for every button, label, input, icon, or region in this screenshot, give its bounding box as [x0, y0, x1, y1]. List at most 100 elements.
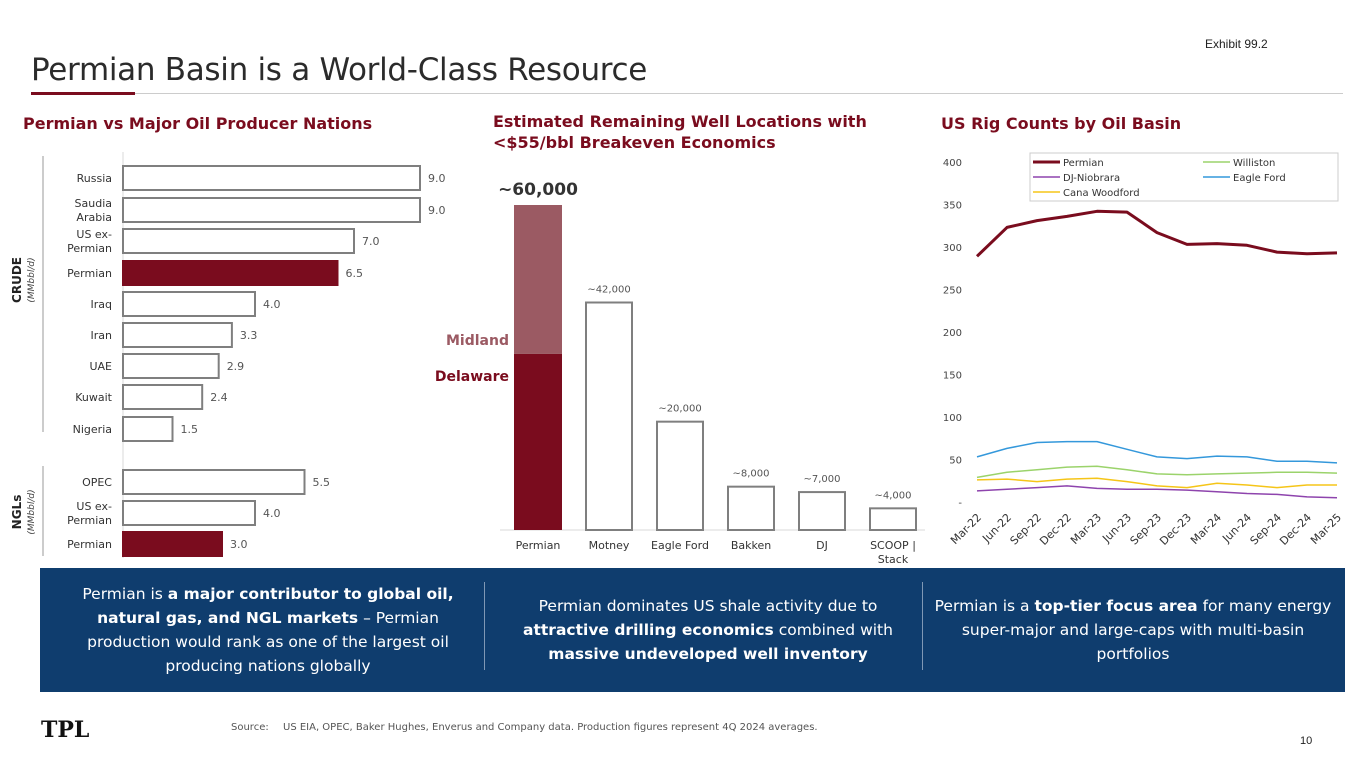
bar-segment-delaware [514, 353, 562, 530]
banner-text: Permian dominates US shale activity due … [538, 597, 878, 615]
series-line [976, 440, 1338, 464]
data-label: 7.0 [362, 235, 380, 248]
bar [122, 197, 421, 223]
bar [585, 301, 633, 531]
banner-emphasis: top-tier focus area [1034, 597, 1198, 615]
series-line [975, 209, 1338, 258]
bar [122, 291, 256, 317]
y-tick-label: 50 [949, 456, 962, 467]
bar [656, 420, 704, 532]
data-label: 9.0 [428, 204, 446, 217]
legend-label: Permian [1063, 158, 1104, 169]
legend-label: DJ-Niobrara [1063, 173, 1120, 184]
category-label: Iraq [91, 298, 113, 311]
bar [122, 469, 306, 495]
category-label: Stack [878, 553, 909, 566]
x-tick-label: Mar-22 [948, 511, 984, 547]
series-line [976, 465, 1338, 479]
y-tick-label: - [958, 498, 962, 509]
y-tick-label: 250 [943, 286, 962, 297]
x-tick-label: Mar-25 [1308, 511, 1344, 547]
data-label: 2.9 [227, 360, 245, 373]
rigs-section-title: US Rig Counts by Oil Basin [941, 114, 1182, 133]
data-label: ~20,000 [658, 404, 701, 415]
bar [122, 353, 220, 379]
banner-text: Permian is a [934, 597, 1035, 615]
data-label: 4.0 [263, 507, 281, 520]
bar [122, 228, 355, 254]
category-label: Permian [516, 539, 561, 552]
x-tick-label: Sep-22 [1008, 511, 1045, 548]
bar [122, 531, 223, 557]
data-label: ~42,000 [587, 285, 630, 296]
title-divider [31, 93, 1343, 94]
category-label: Permian [67, 538, 112, 551]
title-accent-bar [31, 92, 135, 95]
legend: Permian Williston DJ-Niobrara Eagle Ford Can… [1029, 152, 1339, 202]
group-unit: (MMbbl/d) [27, 257, 37, 302]
category-label: Russia [77, 172, 112, 185]
summary-banner: Permian is a major contributor to global… [40, 568, 1345, 692]
category-label: Permian [67, 267, 112, 280]
y-tick-label: 150 [943, 371, 962, 382]
category-label: UAE [89, 360, 112, 373]
wells-section-title: Estimated Remaining Well Locations with … [493, 112, 867, 152]
data-label: 3.0 [230, 538, 248, 551]
summary-global-markets: Permian is a major contributor to global… [58, 582, 478, 678]
legend-label: Cana Woodford [1063, 188, 1140, 199]
banner-text: combined with [773, 621, 893, 639]
y-tick-label: 400 [943, 158, 962, 169]
data-label: 5.5 [313, 476, 331, 489]
banner-divider [484, 582, 485, 670]
category-label: DJ [816, 539, 828, 552]
bar-segment-midland [514, 205, 562, 354]
data-label: ~7,000 [803, 474, 840, 485]
tpl-logo: TPL [41, 717, 90, 743]
bar [798, 491, 846, 532]
category-label: Nigeria [73, 423, 112, 436]
x-tick-label: Dec-22 [1037, 511, 1074, 548]
y-tick-label: 200 [943, 328, 962, 339]
data-label: 3.3 [240, 329, 258, 342]
category-label: Eagle Ford [651, 539, 709, 552]
data-label: 9.0 [428, 172, 446, 185]
category-label: Saudia [75, 197, 112, 210]
summary-shale-activity: Permian dominates US shale activity due … [498, 582, 918, 678]
category-label: Kuwait [75, 391, 112, 404]
x-tick-label: Dec-24 [1277, 511, 1314, 548]
exhibit-label: Exhibit 99.2 [1205, 37, 1268, 51]
banner-divider [922, 582, 923, 670]
y-tick-label: 300 [943, 243, 962, 254]
y-tick-label: 350 [943, 201, 962, 212]
legend-label: Williston [1233, 158, 1275, 169]
summary-focus-area: Permian is a top-tier focus area for man… [923, 582, 1343, 678]
category-label: Motney [589, 539, 630, 552]
series-line [976, 477, 1337, 489]
category-label: Permian [67, 242, 112, 255]
stack-label-delaware: Delaware [435, 369, 509, 385]
x-tick-label: Dec-23 [1157, 511, 1194, 548]
y-tick-label: 100 [943, 413, 962, 424]
producers-section-title: Permian vs Major Oil Producer Nations [23, 114, 373, 133]
bar [122, 500, 256, 526]
banner-text: – Permian production would rank as one o… [87, 609, 449, 675]
x-tick-label: Sep-24 [1248, 511, 1285, 548]
bar [122, 260, 339, 286]
x-tick-label: Sep-23 [1128, 511, 1165, 548]
banner-emphasis: massive undeveloped well inventory [548, 645, 868, 663]
data-label: ~8,000 [732, 469, 769, 480]
banner-emphasis: a major contributor to global oil, natur… [97, 585, 454, 627]
bar [122, 416, 174, 442]
x-tick-label: Mar-24 [1188, 511, 1224, 547]
category-label: US ex- [76, 228, 112, 241]
banner-text: for many energy super-major and large-ca… [961, 597, 1332, 663]
stack-label-midland: Midland [446, 333, 509, 349]
x-tick-label: Mar-23 [1068, 511, 1104, 547]
data-label: ~60,000 [498, 180, 578, 200]
category-label: Permian [67, 514, 112, 527]
group-label: NGLs [10, 495, 24, 530]
bar [122, 384, 204, 410]
page-number: 10 [1300, 735, 1313, 747]
banner-text: Permian is [82, 585, 168, 603]
data-label: 2.4 [210, 391, 228, 404]
